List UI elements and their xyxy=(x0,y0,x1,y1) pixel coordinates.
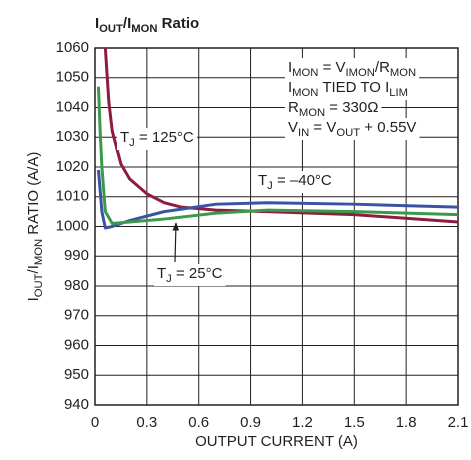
x-tick-label: 1.8 xyxy=(396,414,417,431)
y-tick-label: 1000 xyxy=(56,217,89,234)
annotation-run: R xyxy=(288,99,299,116)
annotation-run: TIED TO I xyxy=(318,79,389,96)
chart-title-run: Ratio xyxy=(158,15,200,32)
x-tick-label: 1.5 xyxy=(344,414,365,431)
y-tick-label: 980 xyxy=(64,277,89,294)
series-label-run: J xyxy=(129,137,135,149)
label-background xyxy=(255,171,335,193)
y-tick-label: 1020 xyxy=(56,158,89,175)
annotation-run: MON xyxy=(292,67,318,79)
series-label: TJ = –40°C xyxy=(258,172,332,192)
annotation: IMON = VIMON/RMON xyxy=(288,59,416,79)
series-label-run: J xyxy=(166,273,172,285)
y-axis-label-run: RATIO (A/A) xyxy=(25,152,42,239)
y-axis-label-run: /I xyxy=(25,265,42,273)
annotation-run: MON xyxy=(390,67,416,79)
x-tick-label: 0 xyxy=(91,414,99,431)
annotation-run: /R xyxy=(375,59,390,76)
annotation-run: MON xyxy=(299,107,325,119)
annotation-run: MON xyxy=(292,87,318,99)
annotation-run: IN xyxy=(298,127,309,139)
annotation: IMON TIED TO ILIM xyxy=(288,79,408,99)
chart-title-run: /I xyxy=(123,15,131,32)
series-line xyxy=(96,86,458,226)
annotation: RMON = 330Ω xyxy=(288,99,378,119)
y-tick-label: 970 xyxy=(64,307,89,324)
series-label-run: J xyxy=(267,180,273,192)
plot-frame xyxy=(94,47,459,406)
annotation-run: = 330Ω xyxy=(325,99,378,116)
series-label: TJ = 125°C xyxy=(120,129,194,149)
series-line xyxy=(103,48,458,224)
x-tick-label: 0.9 xyxy=(240,414,261,431)
chart-title-run: I xyxy=(95,15,99,32)
annotation-run: = V xyxy=(309,119,336,136)
label-background xyxy=(154,264,226,286)
series-label-run: T xyxy=(258,172,267,189)
x-tick-label: 0.6 xyxy=(188,414,209,431)
y-tick-label: 990 xyxy=(64,247,89,264)
y-tick-label: 950 xyxy=(64,366,89,383)
y-tick-label: 1040 xyxy=(56,98,89,115)
x-tick-label: 0.3 xyxy=(136,414,157,431)
annotation-arrow xyxy=(172,222,180,263)
x-tick-label: 2.1 xyxy=(448,414,469,431)
series-label: TJ = 25°C xyxy=(157,265,223,285)
label-background xyxy=(285,78,412,100)
label-background xyxy=(285,118,420,140)
x-axis-label: OUTPUT CURRENT (A) xyxy=(195,433,358,450)
label-background xyxy=(285,98,382,120)
annotation-run: + 0.55V xyxy=(360,119,416,136)
series-label-run: = 125°C xyxy=(135,129,194,146)
y-axis-label-run: MON xyxy=(33,239,45,265)
y-axis-label: IOUT/IMON RATIO (A/A) xyxy=(25,152,45,302)
annotation-run: V xyxy=(288,119,298,136)
x-axis-label-run: OUTPUT CURRENT (A) xyxy=(195,433,358,450)
annotation-run: OUT xyxy=(336,127,360,139)
annotation: VIN = VOUT + 0.55V xyxy=(288,119,416,139)
chart-title-run: OUT xyxy=(99,23,123,35)
y-tick-label: 1010 xyxy=(56,188,89,205)
annotation-run: = V xyxy=(318,59,345,76)
y-axis-label-run: OUT xyxy=(33,273,45,297)
annotation-run: LIM xyxy=(389,87,408,99)
series-label-run: T xyxy=(157,265,166,282)
series-label-run: = –40°C xyxy=(273,172,332,189)
series-label-run: T xyxy=(120,129,129,146)
annotation-run: IMON xyxy=(346,67,375,79)
series-label-run: = 25°C xyxy=(172,265,223,282)
x-tick-label: 1.2 xyxy=(292,414,313,431)
label-background xyxy=(117,128,197,150)
y-axis-label-run: I xyxy=(25,297,42,301)
chart-title-run: MON xyxy=(131,23,157,35)
y-tick-label: 940 xyxy=(64,396,89,413)
annotation-run: I xyxy=(288,79,292,96)
y-tick-label: 1030 xyxy=(56,128,89,145)
y-tick-label: 1050 xyxy=(56,69,89,86)
y-tick-label: 960 xyxy=(64,336,89,353)
annotation-run: I xyxy=(288,59,292,76)
y-tick-label: 1060 xyxy=(56,39,89,56)
chart-title: IOUT/IMON Ratio xyxy=(95,15,199,35)
label-background xyxy=(285,58,420,80)
